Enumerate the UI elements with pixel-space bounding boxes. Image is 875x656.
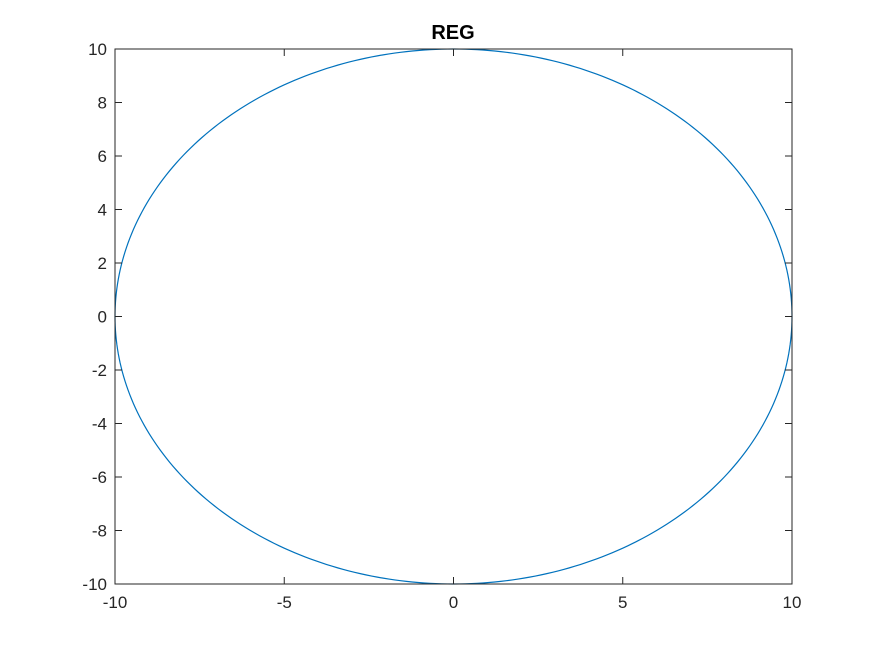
y-tick-label: 4 bbox=[98, 201, 107, 220]
y-tick-label: -8 bbox=[92, 522, 107, 541]
x-tick-label: 5 bbox=[618, 593, 627, 612]
plot-area-background bbox=[115, 49, 792, 584]
x-tick-label: 10 bbox=[783, 593, 802, 612]
x-tick-label: -5 bbox=[277, 593, 292, 612]
y-tick-label: 8 bbox=[98, 94, 107, 113]
chart-title: REG bbox=[431, 22, 474, 44]
x-tick-label: 0 bbox=[449, 593, 458, 612]
y-tick-label: -6 bbox=[92, 468, 107, 487]
x-axis: -10 -5 0 5 10 bbox=[103, 49, 802, 612]
x-tick-label: -10 bbox=[103, 593, 128, 612]
y-tick-label: 2 bbox=[98, 254, 107, 273]
y-tick-label: -4 bbox=[92, 415, 107, 434]
y-tick-label: 6 bbox=[98, 147, 107, 166]
y-tick-label: 0 bbox=[98, 308, 107, 327]
y-tick-label: -10 bbox=[82, 575, 107, 594]
y-axis: -10 -8 -6 -4 -2 0 2 4 6 8 10 bbox=[82, 40, 792, 594]
y-tick-label: 10 bbox=[88, 40, 107, 59]
y-tick-label: -2 bbox=[92, 361, 107, 380]
